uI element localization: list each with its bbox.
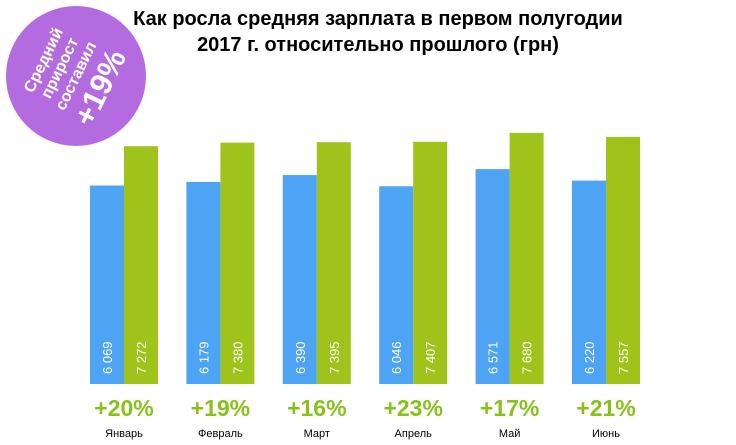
bar-green-4	[509, 132, 544, 384]
bar-blue-0	[90, 185, 124, 384]
bar-label-blue-3: 6 046	[389, 341, 404, 374]
growth-label-5: +21%	[576, 395, 635, 421]
month-label-5: Июнь	[592, 428, 620, 440]
bar-green-5	[606, 136, 640, 384]
bar-green-2	[316, 142, 351, 384]
bar-label-green-5: 7 557	[616, 341, 631, 374]
month-label-0: Январь	[105, 428, 143, 440]
chart-title-line-1: Как росла средняя зарплата в первом полу…	[133, 8, 623, 30]
bar-green-1	[220, 142, 255, 384]
growth-label-0: +20%	[94, 395, 153, 421]
bar-label-blue-1: 6 179	[196, 341, 211, 374]
growth-label-4: +17%	[480, 395, 539, 421]
average-growth-badge: Средний прирост составил +19%	[6, 6, 146, 146]
bar-blue-3	[379, 186, 414, 384]
bar-blue-4	[475, 169, 510, 384]
bar-green-0	[124, 146, 158, 384]
bar-blue-5	[572, 180, 606, 384]
month-label-3: Апрель	[395, 428, 433, 440]
bar-label-blue-4: 6 571	[486, 341, 501, 374]
chart-title-line-2: 2017 г. относительно прошлого (грн)	[197, 34, 559, 56]
month-label-2: Март	[304, 428, 330, 440]
bar-blue-2	[282, 175, 317, 384]
growth-label-1: +19%	[191, 395, 250, 421]
bar-label-blue-0: 6 069	[100, 341, 115, 374]
chart-title: Как росла средняя зарплата в первом полу…	[88, 6, 668, 58]
growth-label-3: +23%	[383, 395, 442, 421]
bar-label-green-2: 7 395	[327, 341, 342, 374]
bar-label-green-1: 7 380	[230, 341, 245, 374]
bar-label-blue-2: 6 390	[293, 341, 308, 374]
bar-green-3	[413, 141, 448, 384]
bar-label-blue-5: 6 220	[582, 341, 597, 374]
growth-label-2: +16%	[287, 395, 346, 421]
month-label-1: Февраль	[198, 428, 243, 440]
bar-label-green-4: 7 680	[520, 341, 535, 374]
bar-label-green-0: 7 272	[134, 341, 149, 374]
month-label-4: Май	[499, 428, 521, 440]
bar-blue-1	[186, 181, 221, 384]
bar-label-green-3: 7 407	[423, 341, 438, 374]
